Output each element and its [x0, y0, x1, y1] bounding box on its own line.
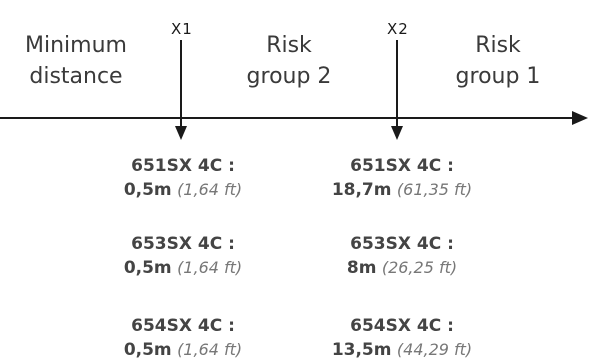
entry-metric-value: 0,5m [123, 340, 172, 360]
x2-entry-651sx: 651SX 4C : 18,7m (61,35 ft) [312, 154, 492, 202]
entry-metric-value: 0,5m [123, 180, 172, 200]
zone-minimum-line1: Minimum [25, 33, 127, 58]
x1-entry-653sx: 653SX 4C : 0,5m (1,64 ft) [108, 232, 258, 280]
entry-metric-value: 0,5m [123, 258, 172, 278]
entry-model: 651SX 4C : [131, 156, 235, 176]
zone-group1-line2: group 1 [455, 64, 541, 89]
entry-imperial-value: (1,64 ft) [177, 180, 243, 199]
entry-metric-value: 13,5m [331, 340, 392, 360]
entry-imperial-value: (1,64 ft) [177, 340, 243, 359]
entry-imperial-value: (61,35 ft) [396, 180, 473, 199]
marker-x1-label: X1 [171, 20, 193, 38]
entry-model: 654SX 4C : [350, 316, 454, 336]
entry-imperial-value: (26,25 ft) [381, 258, 458, 277]
x1-entry-651sx: 651SX 4C : 0,5m (1,64 ft) [108, 154, 258, 202]
entry-imperial-value: (1,64 ft) [177, 258, 243, 277]
x2-entry-653sx: 653SX 4C : 8m (26,25 ft) [312, 232, 492, 280]
zone-group2-line1: Risk [266, 33, 312, 58]
zone-group2-line2: group 2 [246, 64, 332, 89]
distance-axis-arrowhead [572, 111, 588, 125]
marker-x2-label: X2 [387, 20, 409, 38]
entry-model: 653SX 4C : [350, 234, 454, 254]
entry-model: 653SX 4C : [131, 234, 235, 254]
zone-minimum-line2: distance [29, 64, 123, 89]
entry-model: 651SX 4C : [350, 156, 454, 176]
x1-pointer-arrowhead [175, 126, 187, 140]
entry-imperial-value: (44,29 ft) [396, 340, 473, 359]
zone-group1-line1: Risk [475, 33, 521, 58]
entry-metric-value: 18,7m [331, 180, 392, 200]
zone-risk-group-2: Risk group 2 [222, 30, 356, 92]
x1-entry-654sx: 654SX 4C : 0,5m (1,64 ft) [108, 314, 258, 362]
entry-metric-value: 8m [346, 258, 377, 278]
entry-model: 654SX 4C : [131, 316, 235, 336]
x2-entry-654sx: 654SX 4C : 13,5m (44,29 ft) [312, 314, 492, 362]
zone-minimum-distance: Minimum distance [0, 30, 152, 92]
zone-risk-group-1: Risk group 1 [436, 30, 560, 92]
x2-pointer-arrowhead [391, 126, 403, 140]
